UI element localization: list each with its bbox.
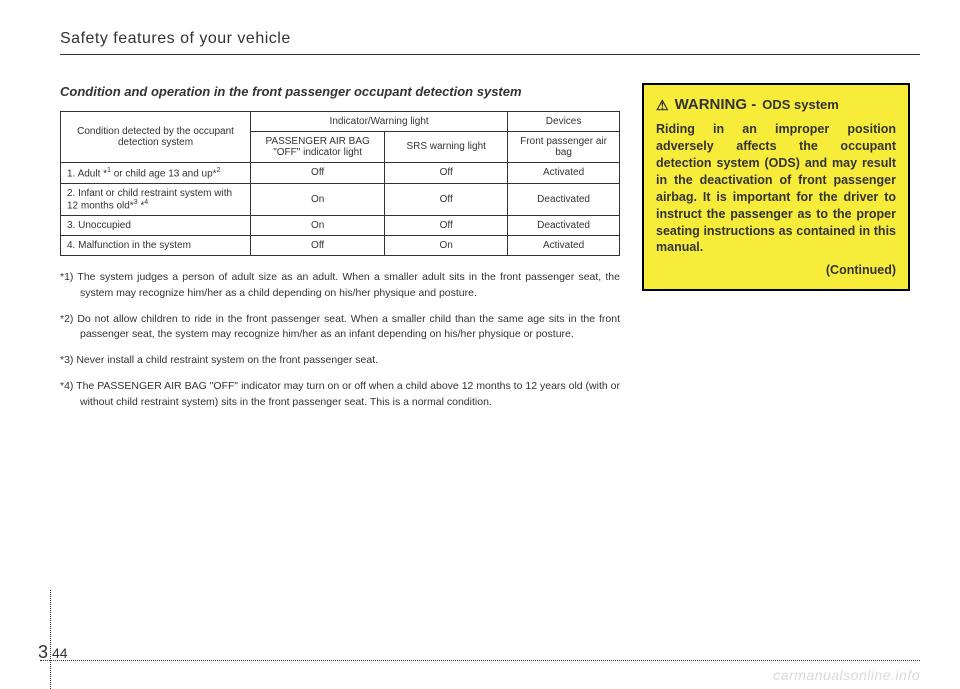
cell-c: Activated xyxy=(508,162,620,183)
th-indicator-group: Indicator/Warning light xyxy=(251,111,508,131)
th-front-airbag: Front passenger air bag xyxy=(508,131,620,162)
warning-heading: ⚠ WARNING - ODS system xyxy=(656,95,896,115)
section-heading: Condition and operation in the front pas… xyxy=(60,83,620,101)
cell-a: On xyxy=(251,216,385,236)
content-row: Condition and operation in the front pas… xyxy=(60,83,920,420)
cell-c: Deactivated xyxy=(508,216,620,236)
page-num: 44 xyxy=(52,645,68,661)
watermark: carmanualsonline.info xyxy=(773,667,920,683)
table-row: 4. Malfunction in the system Off On Acti… xyxy=(61,236,620,256)
warning-subtitle: ODS system xyxy=(762,96,839,114)
cond-text: 2. Infant or child restraint system with… xyxy=(67,188,232,211)
header-title: Safety features of your vehicle xyxy=(60,30,920,48)
cell-condition: 1. Adult *1 or child age 13 and up*2 xyxy=(61,162,251,183)
cond-text: or child age 13 and up* xyxy=(111,168,217,179)
th-condition: Condition detected by the occupant detec… xyxy=(61,111,251,162)
detection-table: Condition detected by the occupant detec… xyxy=(60,111,620,257)
page-footer xyxy=(40,660,920,667)
chapter-number: 3 xyxy=(38,642,48,662)
cond-text: 3. Unoccupied xyxy=(67,220,131,231)
table-row: 1. Adult *1 or child age 13 and up*2 Off… xyxy=(61,162,620,183)
cell-a: Off xyxy=(251,236,385,256)
table-header-row-1: Condition detected by the occupant detec… xyxy=(61,111,620,131)
cell-b: On xyxy=(385,236,508,256)
warning-label: WARNING - xyxy=(675,95,757,115)
warning-icon: ⚠ xyxy=(656,96,669,115)
cell-b: Off xyxy=(385,216,508,236)
footnotes: *1) The system judges a person of adult … xyxy=(60,270,620,410)
page-number: 344 xyxy=(38,642,68,663)
cell-condition: 3. Unoccupied xyxy=(61,216,251,236)
left-column: Condition and operation in the front pas… xyxy=(60,83,620,420)
th-srs: SRS warning light xyxy=(385,131,508,162)
cell-c: Activated xyxy=(508,236,620,256)
warning-body: Riding in an improper position adversely… xyxy=(656,121,896,256)
footnote-3: *3) Never install a child restraint syst… xyxy=(60,353,620,369)
cell-b: Off xyxy=(385,162,508,183)
warning-continued: (Continued) xyxy=(656,262,896,279)
th-devices: Devices xyxy=(508,111,620,131)
cond-sup: 2 xyxy=(217,167,221,174)
right-column: ⚠ WARNING - ODS system Riding in an impr… xyxy=(642,83,910,420)
footnote-1: *1) The system judges a person of adult … xyxy=(60,270,620,302)
cond-text: 1. Adult * xyxy=(67,168,107,179)
page: Safety features of your vehicle Conditio… xyxy=(0,0,960,689)
warning-box: ⚠ WARNING - ODS system Riding in an impr… xyxy=(642,83,910,291)
cell-condition: 2. Infant or child restraint system with… xyxy=(61,183,251,215)
table-row: 3. Unoccupied On Off Deactivated xyxy=(61,216,620,236)
footer-vert-dots xyxy=(50,590,51,689)
cond-sup: 4 xyxy=(144,199,148,206)
cell-a: On xyxy=(251,183,385,215)
footnote-2: *2) Do not allow children to ride in the… xyxy=(60,312,620,344)
cell-a: Off xyxy=(251,162,385,183)
th-airbag-off: PASSENGER AIR BAG "OFF" indicator light xyxy=(251,131,385,162)
table-row: 2. Infant or child restraint system with… xyxy=(61,183,620,215)
cond-text: 4. Malfunction in the system xyxy=(67,240,191,251)
footnote-4: *4) The PASSENGER AIR BAG "OFF" indicato… xyxy=(60,379,620,411)
header-rule xyxy=(60,54,920,55)
cell-c: Deactivated xyxy=(508,183,620,215)
cell-b: Off xyxy=(385,183,508,215)
footer-dots xyxy=(40,660,920,661)
cell-condition: 4. Malfunction in the system xyxy=(61,236,251,256)
